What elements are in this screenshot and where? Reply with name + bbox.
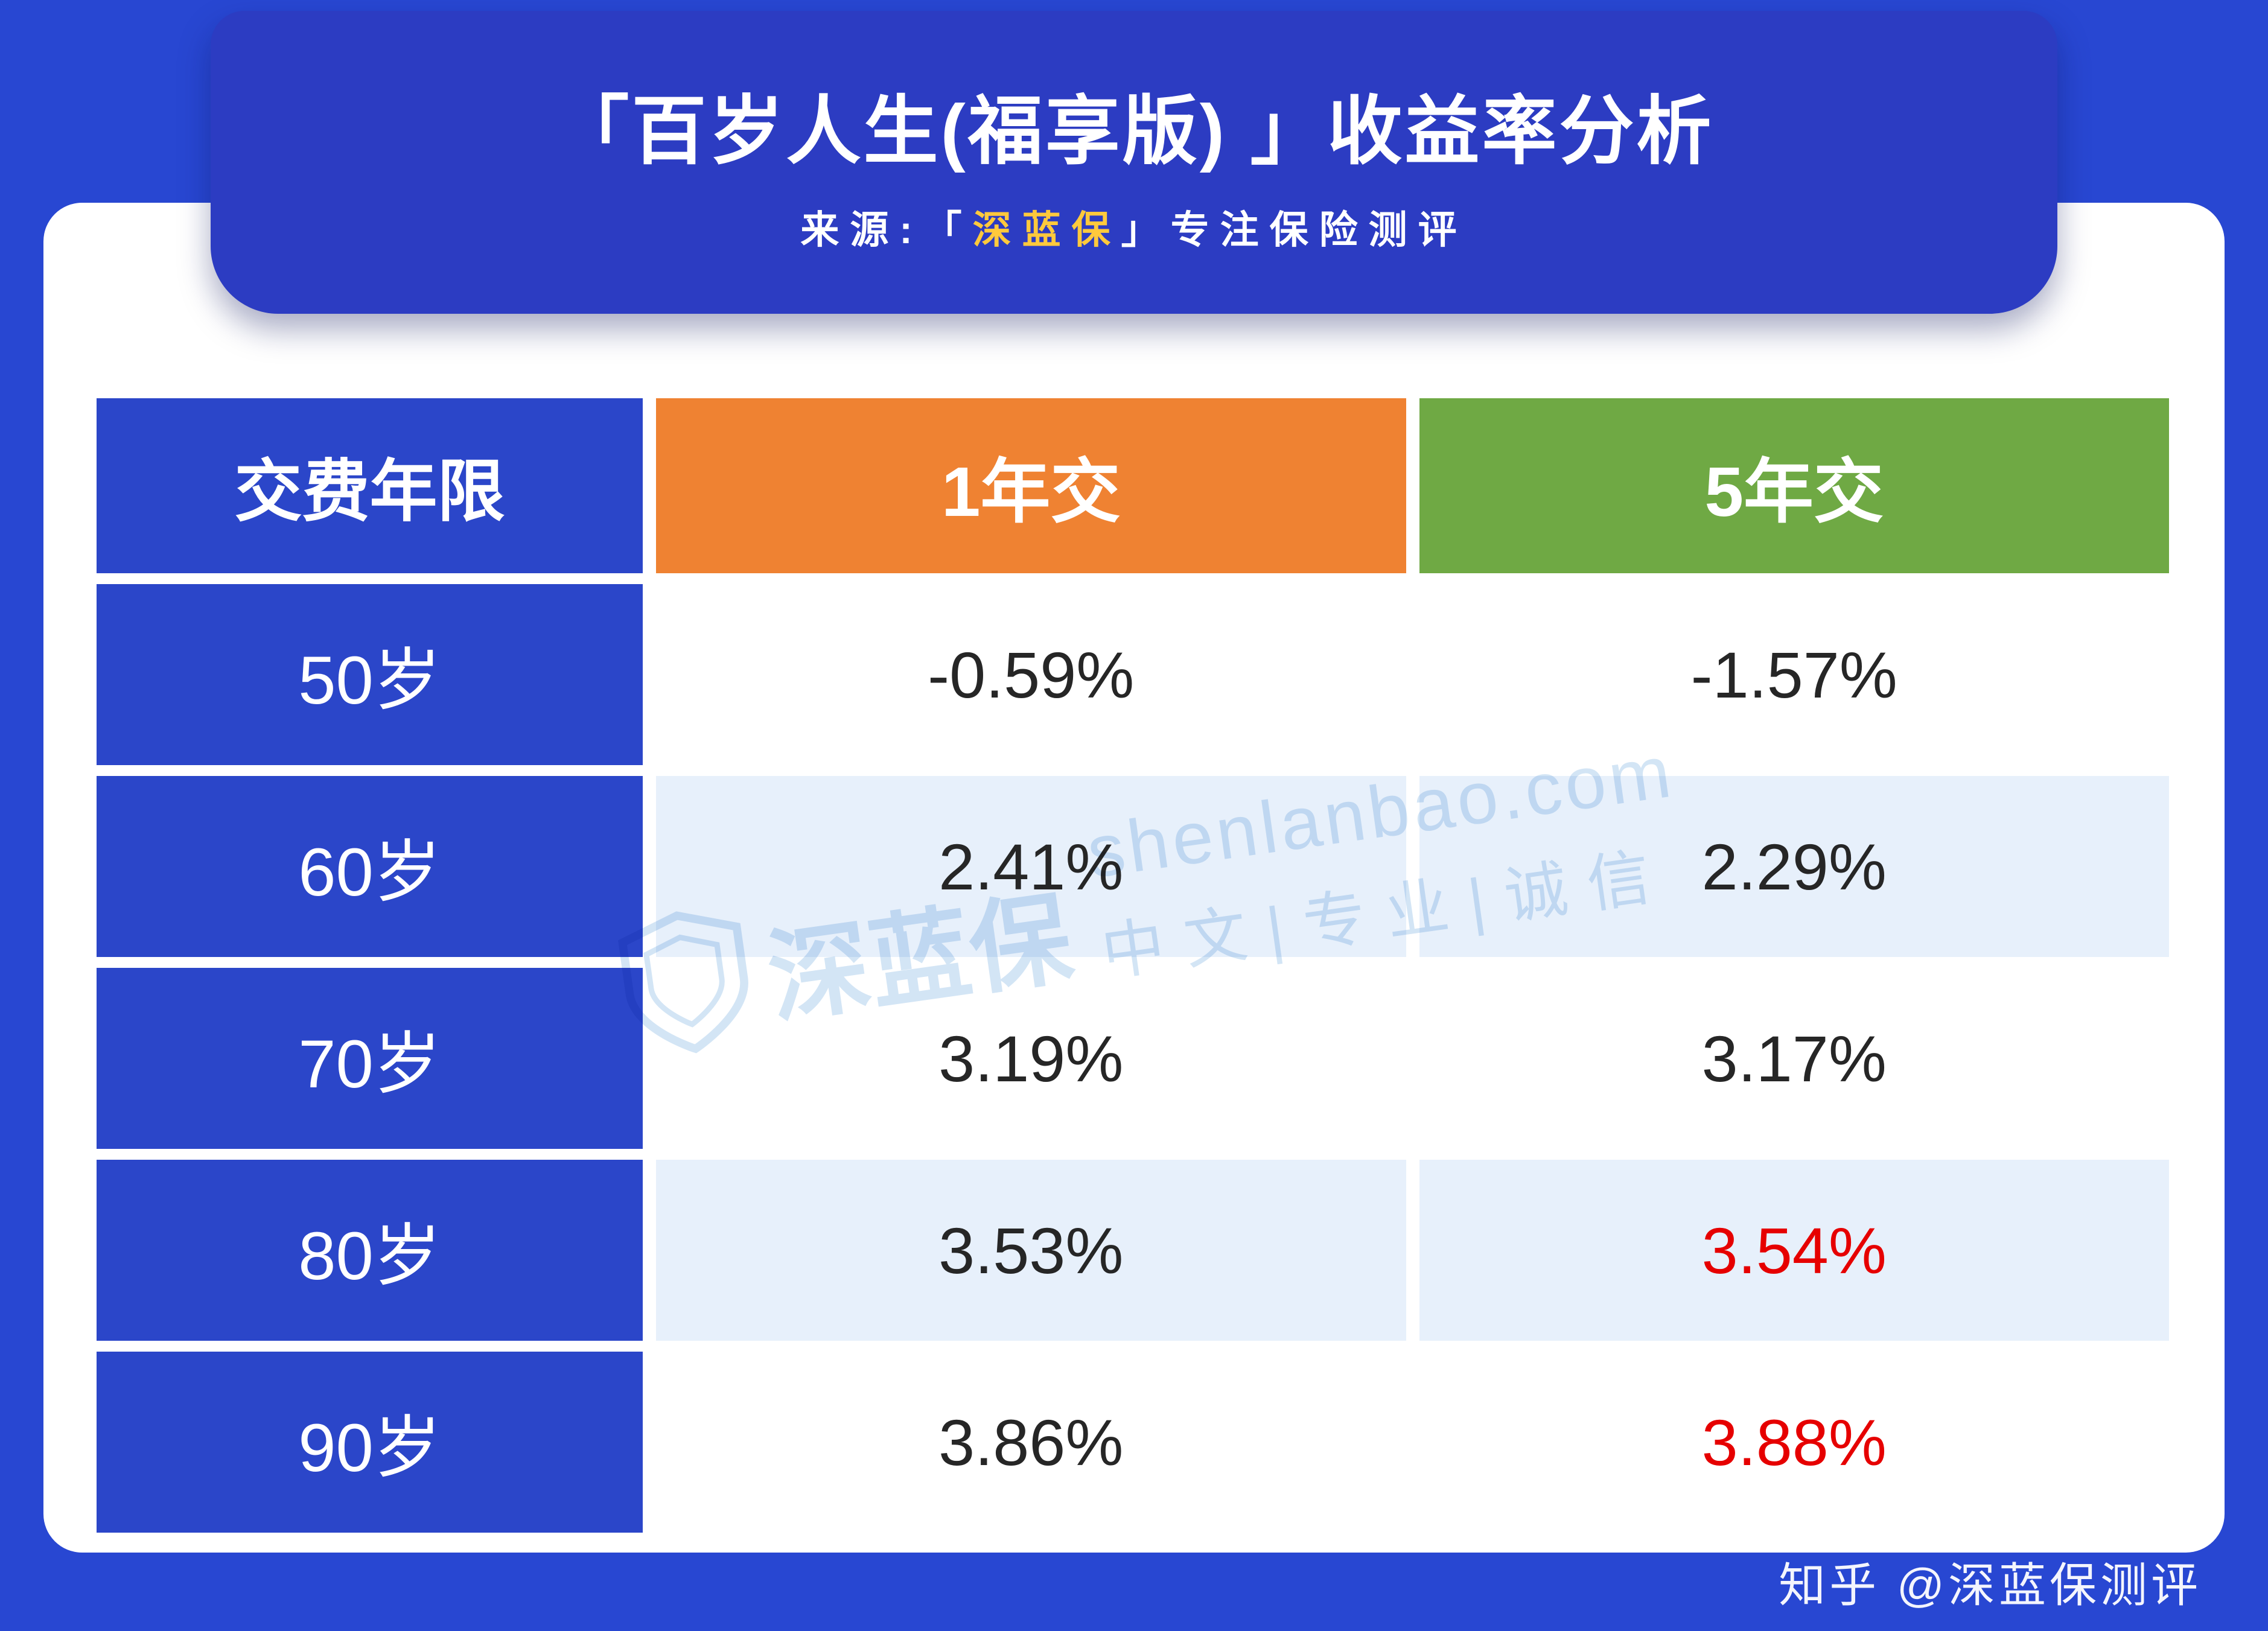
title-banner: 「百岁人生(福享版) 」收益率分析 来源:「深蓝保」专注保险测评 xyxy=(211,11,2057,314)
table-row: 90岁 3.86% 3.88% xyxy=(97,1352,2169,1533)
brand-name: 深蓝保 xyxy=(972,208,1121,252)
table-row: 60岁 2.41% 2.29% xyxy=(97,776,2169,957)
age-cell: 60岁 xyxy=(97,776,643,957)
age-cell: 50岁 xyxy=(97,584,643,765)
source-line: 来源:「深蓝保」专注保险测评 xyxy=(800,199,1467,255)
table-header-row: 交费年限 1年交 5年交 xyxy=(97,398,2169,573)
rate-5yr-cell: 3.17% xyxy=(1419,968,2169,1149)
header-payment-term: 交费年限 xyxy=(97,398,643,573)
source-suffix: 」专注保险测评 xyxy=(1121,208,1468,252)
age-cell: 70岁 xyxy=(97,968,643,1149)
table-row: 80岁 3.53% 3.54% xyxy=(97,1160,2169,1341)
rate-5yr-cell-highlight: 3.54% xyxy=(1419,1160,2169,1341)
rate-table: 交费年限 1年交 5年交 50岁 -0.59% -1.57% 60岁 2.41%… xyxy=(97,398,2169,1533)
zhihu-credit: 知乎 @深蓝保测评 xyxy=(1779,1559,2202,1612)
header-5-year-pay: 5年交 xyxy=(1419,398,2169,573)
rate-1yr-cell: 3.86% xyxy=(656,1352,1406,1533)
rate-1yr-cell: 3.19% xyxy=(656,968,1406,1149)
age-cell: 80岁 xyxy=(97,1160,643,1341)
source-prefix: 来源:「 xyxy=(800,208,973,252)
rate-1yr-cell: 2.41% xyxy=(656,776,1406,957)
page-title: 「百岁人生(福享版) 」收益率分析 xyxy=(554,90,1714,173)
table-row: 50岁 -0.59% -1.57% xyxy=(97,584,2169,765)
rate-5yr-cell-highlight: 3.88% xyxy=(1419,1352,2169,1533)
rate-1yr-cell: -0.59% xyxy=(656,584,1406,765)
rate-5yr-cell: 2.29% xyxy=(1419,776,2169,957)
rate-1yr-cell: 3.53% xyxy=(656,1160,1406,1341)
table-row: 70岁 3.19% 3.17% xyxy=(97,968,2169,1149)
rate-5yr-cell: -1.57% xyxy=(1419,584,2169,765)
header-1-year-pay: 1年交 xyxy=(656,398,1406,573)
age-cell: 90岁 xyxy=(97,1352,643,1533)
